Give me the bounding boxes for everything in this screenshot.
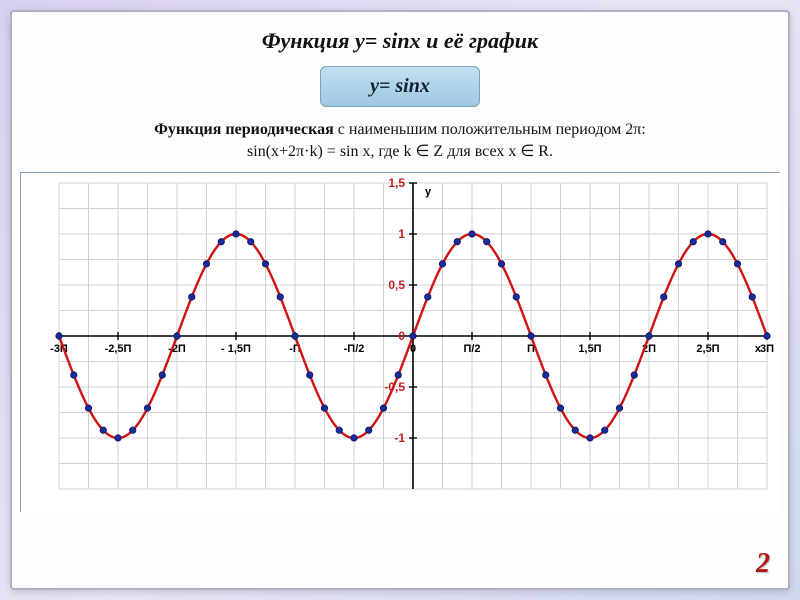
formula-box: y= sinx xyxy=(320,66,480,107)
svg-text:0: 0 xyxy=(398,329,405,343)
svg-text:- 1,5П: - 1,5П xyxy=(221,343,251,355)
slide-frame: Функция y= sinx и её график y= sinx Функ… xyxy=(10,10,790,590)
svg-text:0,5: 0,5 xyxy=(388,278,405,292)
svg-text:-2,5П: -2,5П xyxy=(105,343,132,355)
svg-text:y: y xyxy=(425,186,432,198)
svg-text:-1: -1 xyxy=(394,431,405,445)
subtitle-bold: Функция периодическая xyxy=(154,121,334,138)
chart-svg: -3П-2,5П-2П- 1,5П-П-П/20П/2П1,5П2П2,5П3П… xyxy=(21,173,781,513)
page-number: 2 xyxy=(756,548,770,580)
svg-text:П/2: П/2 xyxy=(463,343,480,355)
page-title: Функция y= sinx и её график xyxy=(20,28,780,54)
subtitle-line2: sin(x+2π·k) = sin x, где k ∈ Z для всех … xyxy=(247,143,553,160)
svg-text:2,5П: 2,5П xyxy=(696,343,719,355)
svg-text:-П/2: -П/2 xyxy=(344,343,365,355)
svg-text:1,5: 1,5 xyxy=(388,176,405,190)
subtitle: Функция периодическая с наименьшим полож… xyxy=(20,119,780,164)
subtitle-rest1: с наименьшим положительным периодом 2π: xyxy=(334,121,646,138)
svg-text:1: 1 xyxy=(398,227,405,241)
sine-chart: -3П-2,5П-2П- 1,5П-П-П/20П/2П1,5П2П2,5П3П… xyxy=(20,172,780,512)
svg-text:1,5П: 1,5П xyxy=(578,343,601,355)
svg-text:3П: 3П xyxy=(760,343,774,355)
svg-text:x: x xyxy=(755,343,762,355)
